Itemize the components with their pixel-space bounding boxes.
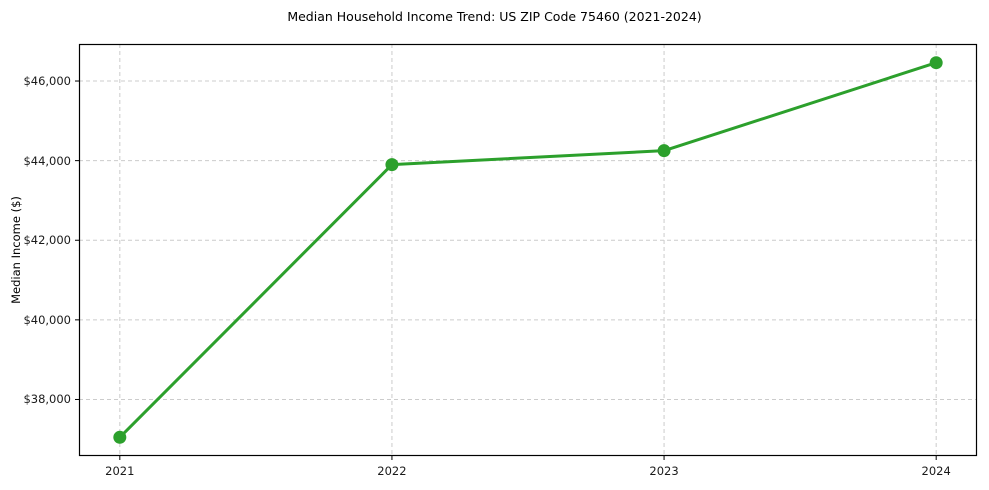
y-tick-label: $46,000 [23, 74, 71, 89]
chart-title: Median Household Income Trend: US ZIP Co… [287, 9, 702, 24]
data-point-2024 [929, 56, 943, 70]
x-tick-label: 2022 [377, 464, 407, 478]
x-tick-label: 2023 [649, 464, 679, 478]
y-tick-label: $38,000 [23, 392, 71, 407]
plot-border [78, 43, 978, 457]
data-point-2023 [657, 144, 671, 158]
y-tick-label: $40,000 [23, 312, 71, 327]
data-point-2022 [385, 158, 399, 172]
y-tick-label: $42,000 [23, 233, 71, 248]
data-point-2021 [113, 430, 127, 444]
y-tick-label: $44,000 [23, 153, 71, 168]
trend-line [118, 61, 938, 439]
x-tick-label: 2021 [105, 464, 135, 478]
x-tick-label: 2024 [921, 464, 951, 478]
